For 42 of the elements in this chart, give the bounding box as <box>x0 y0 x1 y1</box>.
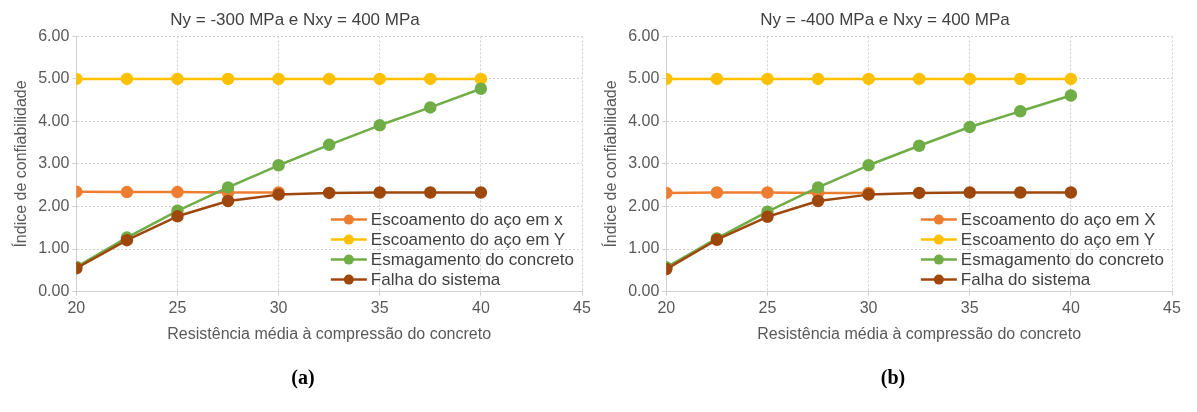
legend-label: Escoamento do aço em Y <box>960 230 1156 250</box>
legend-label: Falha do sistema <box>370 270 501 290</box>
text: (b) <box>880 366 906 389</box>
y-tick-label: 6.00 <box>628 26 660 44</box>
legend-label: Esmagamento do concreto <box>370 250 574 270</box>
y-tick-label: 3.00 <box>38 154 70 172</box>
y-tick-label: 5.00 <box>38 69 70 87</box>
x-tick-label: 25 <box>168 298 187 316</box>
x-tick-label: 40 <box>471 298 490 316</box>
legend-label: Escoamento do aço em X <box>960 210 1156 230</box>
x-tick-label: 30 <box>859 298 878 316</box>
x-tick-label: 45 <box>573 298 591 316</box>
y-tick-label: 0.00 <box>38 282 70 300</box>
text: (a) <box>291 366 315 389</box>
x-tick-label: 20 <box>657 298 676 316</box>
x-tick-label: 35 <box>370 298 389 316</box>
x-tick-label: 45 <box>1163 298 1181 316</box>
legend-label: Falha do sistema <box>960 270 1091 290</box>
legend-label: Esmagamento do concreto <box>960 250 1164 270</box>
chart-title: Ny = -300 MPa e Nxy = 400 MPa <box>170 9 421 29</box>
x-axis-title: Resistência média à compressão do concreto <box>167 324 492 342</box>
x-tick-label: 20 <box>67 298 86 316</box>
y-tick-label: 2.00 <box>628 196 660 214</box>
y-tick-label: 0.00 <box>628 282 660 300</box>
y-tick-label: 1.00 <box>628 239 660 257</box>
y-axis-title: Índice de confiabilidade <box>11 80 30 248</box>
chart-title: Ny = -400 MPa e Nxy = 400 MPa <box>760 9 1011 29</box>
x-tick-label: 30 <box>269 298 288 316</box>
x-tick-label: 35 <box>960 298 979 316</box>
y-tick-label: 1.00 <box>38 239 70 257</box>
legend-label: Escoamento do aço em x <box>370 210 564 230</box>
y-tick-label: 3.00 <box>628 154 660 172</box>
y-tick-label: 4.00 <box>628 111 660 129</box>
x-tick-label: 25 <box>758 298 777 316</box>
y-axis-title: Índice de confiabilidade <box>601 80 620 248</box>
y-tick-label: 6.00 <box>38 26 70 44</box>
x-axis-title: Resistência média à compressão do concreto <box>757 324 1082 342</box>
y-tick-label: 4.00 <box>38 111 70 129</box>
x-tick-label: 40 <box>1061 298 1080 316</box>
y-tick-label: 5.00 <box>628 69 660 87</box>
y-tick-label: 2.00 <box>38 196 70 214</box>
legend-label: Escoamento do aço em Y <box>370 230 566 250</box>
